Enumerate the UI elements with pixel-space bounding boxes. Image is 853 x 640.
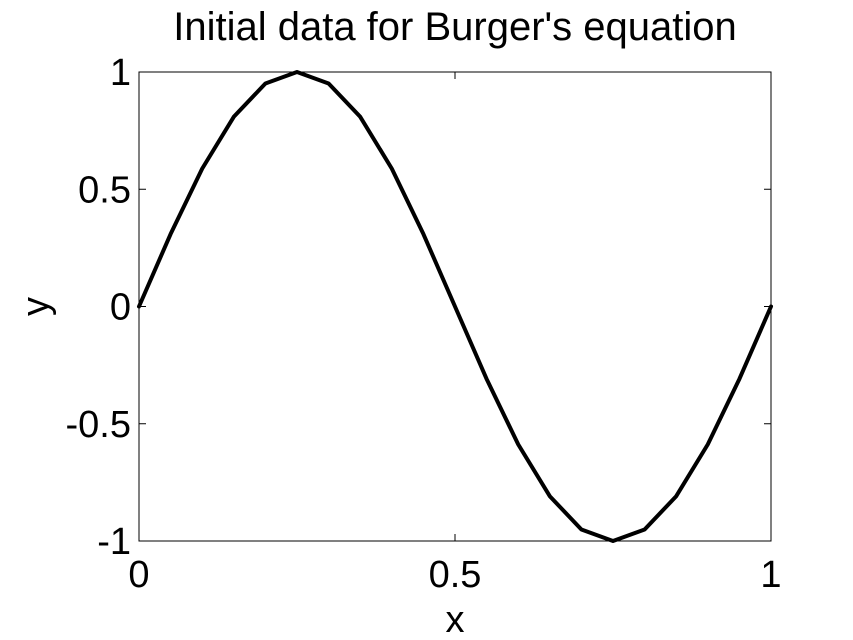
series-line	[137, 70, 773, 543]
x-tick-label: 0.5	[429, 554, 482, 596]
y-tick-label: 0.5	[78, 169, 131, 211]
chart-title: Initial data for Burger's equation	[173, 5, 737, 49]
axes: 0 0.5 1 -1 -0.5 0 0.5 1	[66, 52, 782, 596]
y-tick-label: -1	[97, 521, 131, 563]
series-group	[137, 70, 773, 543]
plot-frame	[138, 71, 772, 542]
y-tick-label: -0.5	[66, 404, 131, 446]
x-tick-label: 0	[128, 554, 149, 596]
x-tick-label: 1	[760, 554, 781, 596]
x-axis-label: x	[446, 599, 465, 640]
y-tick-label: 1	[110, 52, 131, 94]
y-tick-label: 0	[110, 287, 131, 329]
y-axis-label: y	[15, 297, 57, 316]
